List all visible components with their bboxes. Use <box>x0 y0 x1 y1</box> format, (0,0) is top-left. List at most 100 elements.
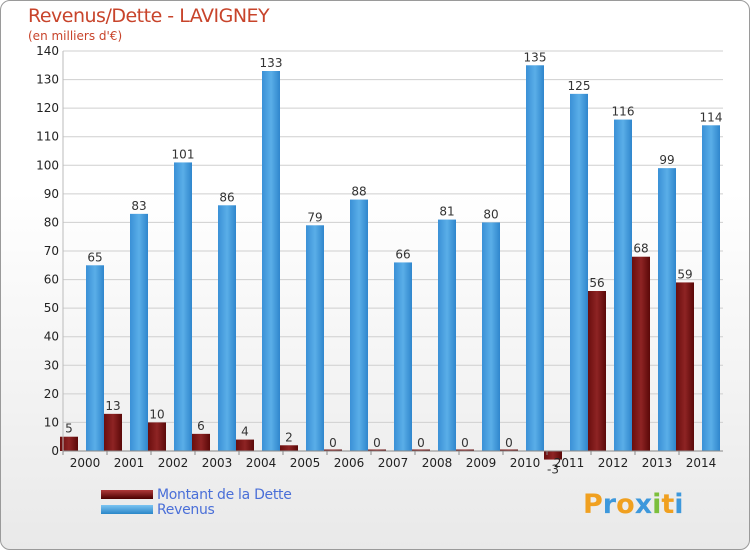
x-tick-label: 2013 <box>642 456 673 470</box>
label-dette-2007: 0 <box>373 436 381 450</box>
bar-revenus-2014 <box>702 125 720 452</box>
label-revenus-2009: 80 <box>483 207 498 221</box>
logo-letter: o <box>616 489 635 520</box>
label-dette-2002: 10 <box>149 407 164 421</box>
labels-layer: 56513831010168641332790880660810800135-3… <box>65 50 722 476</box>
bar-dette-2004 <box>236 439 254 451</box>
x-tick-label: 2005 <box>290 456 321 470</box>
label-revenus-2011: 125 <box>568 79 591 93</box>
y-tick-label: 40 <box>44 330 59 344</box>
bar-dette-2013 <box>632 256 650 451</box>
bar-dette-2007 <box>368 449 386 451</box>
logo-letter: P <box>583 489 603 520</box>
y-tick-label: 10 <box>44 415 59 429</box>
label-dette-2008: 0 <box>417 436 425 450</box>
y-tick-label: 60 <box>44 273 59 287</box>
label-dette-2000: 5 <box>65 422 73 436</box>
bar-dette-2006 <box>324 449 342 451</box>
bar-dette-2000 <box>60 436 78 451</box>
x-tick-label: 2006 <box>334 456 365 470</box>
chart-subtitle: (en milliers d'€) <box>28 29 123 43</box>
bar-dette-2008 <box>412 449 430 451</box>
y-tick-label: 100 <box>36 158 59 172</box>
bar-dette-2010 <box>500 449 518 451</box>
bar-revenus-2013 <box>658 168 676 451</box>
x-tick-label: 2014 <box>686 456 717 470</box>
x-tick-label: 2007 <box>378 456 409 470</box>
bar-dette-2009 <box>456 449 474 451</box>
logo-letter: x <box>634 489 653 520</box>
bar-revenus-2008 <box>438 219 456 451</box>
x-tick-label: 2012 <box>598 456 629 470</box>
x-tick-label: 2009 <box>466 456 497 470</box>
logo-letter: i <box>652 489 662 520</box>
x-tick-label: 2011 <box>554 456 585 470</box>
bar-revenus-2009 <box>482 222 500 451</box>
bar-dette-2014 <box>676 282 694 451</box>
y-tick-label: 140 <box>36 44 59 58</box>
legend-swatch-revenue <box>101 505 153 514</box>
bars-layer <box>60 65 720 460</box>
y-tick-label: 90 <box>44 187 59 201</box>
label-revenus-2003: 86 <box>219 190 234 204</box>
x-tick-label: 2001 <box>114 456 145 470</box>
label-dette-2011: -3 <box>547 463 559 477</box>
bar-revenus-2007 <box>394 262 412 451</box>
label-revenus-2008: 81 <box>439 205 454 219</box>
bar-revenus-2011 <box>570 93 588 451</box>
bar-revenus-2005 <box>306 225 324 451</box>
x-tick-label: 2008 <box>422 456 453 470</box>
label-dette-2004: 4 <box>241 425 249 439</box>
proxiti-logo: Proxiti <box>583 489 684 520</box>
label-revenus-2007: 66 <box>395 247 410 261</box>
y-tick-label: 70 <box>44 244 59 258</box>
bar-dette-2012 <box>588 291 606 451</box>
x-tick-label: 2002 <box>158 456 189 470</box>
bar-revenus-2006 <box>350 199 368 451</box>
bar-dette-2002 <box>148 422 166 451</box>
label-dette-2001: 13 <box>105 399 120 413</box>
y-tick-label: 20 <box>44 387 59 401</box>
x-tick-label: 2010 <box>510 456 541 470</box>
bar-dette-2011 <box>544 451 562 460</box>
x-tick-label: 2004 <box>246 456 277 470</box>
y-tick-label: 110 <box>36 130 59 144</box>
bar-revenus-2010 <box>526 65 544 452</box>
bar-revenus-2003 <box>218 205 236 451</box>
bar-revenus-2000 <box>86 265 104 451</box>
label-dette-2005: 2 <box>285 430 293 444</box>
label-revenus-2006: 88 <box>351 185 366 199</box>
logo-letter: t <box>661 489 675 520</box>
label-revenus-2010: 135 <box>524 50 547 64</box>
label-revenus-2000: 65 <box>87 250 102 264</box>
chart-title: Revenus/Dette - LAVIGNEY <box>28 5 270 27</box>
y-tick-label: 130 <box>36 73 59 87</box>
bar-revenus-2002 <box>174 162 192 451</box>
label-revenus-2012: 116 <box>612 105 635 119</box>
bar-dette-2003 <box>192 433 210 451</box>
label-revenus-2001: 83 <box>131 199 146 213</box>
bar-revenus-2001 <box>130 213 148 451</box>
bar-dette-2001 <box>104 413 122 451</box>
y-tick-label: 120 <box>36 101 59 115</box>
label-revenus-2005: 79 <box>307 210 322 224</box>
legend-label-revenue: Revenus <box>157 502 215 518</box>
label-dette-2009: 0 <box>461 436 469 450</box>
legend-swatch-debt <box>101 490 153 499</box>
label-dette-2010: 0 <box>505 436 513 450</box>
label-dette-2013: 68 <box>633 242 648 256</box>
bar-dette-2005 <box>280 445 298 451</box>
y-tick-label: 30 <box>44 358 59 372</box>
grid-layer <box>63 50 723 452</box>
bar-revenus-2004 <box>262 71 280 451</box>
label-dette-2006: 0 <box>329 436 337 450</box>
label-revenus-2013: 99 <box>659 153 674 167</box>
y-tick-label: 80 <box>44 215 59 229</box>
logo-letter: i <box>674 489 684 520</box>
y-tick-label: 50 <box>44 301 59 315</box>
label-dette-2012: 56 <box>589 276 604 290</box>
y-tick-label: 0 <box>51 444 59 458</box>
label-revenus-2014: 114 <box>700 110 723 124</box>
